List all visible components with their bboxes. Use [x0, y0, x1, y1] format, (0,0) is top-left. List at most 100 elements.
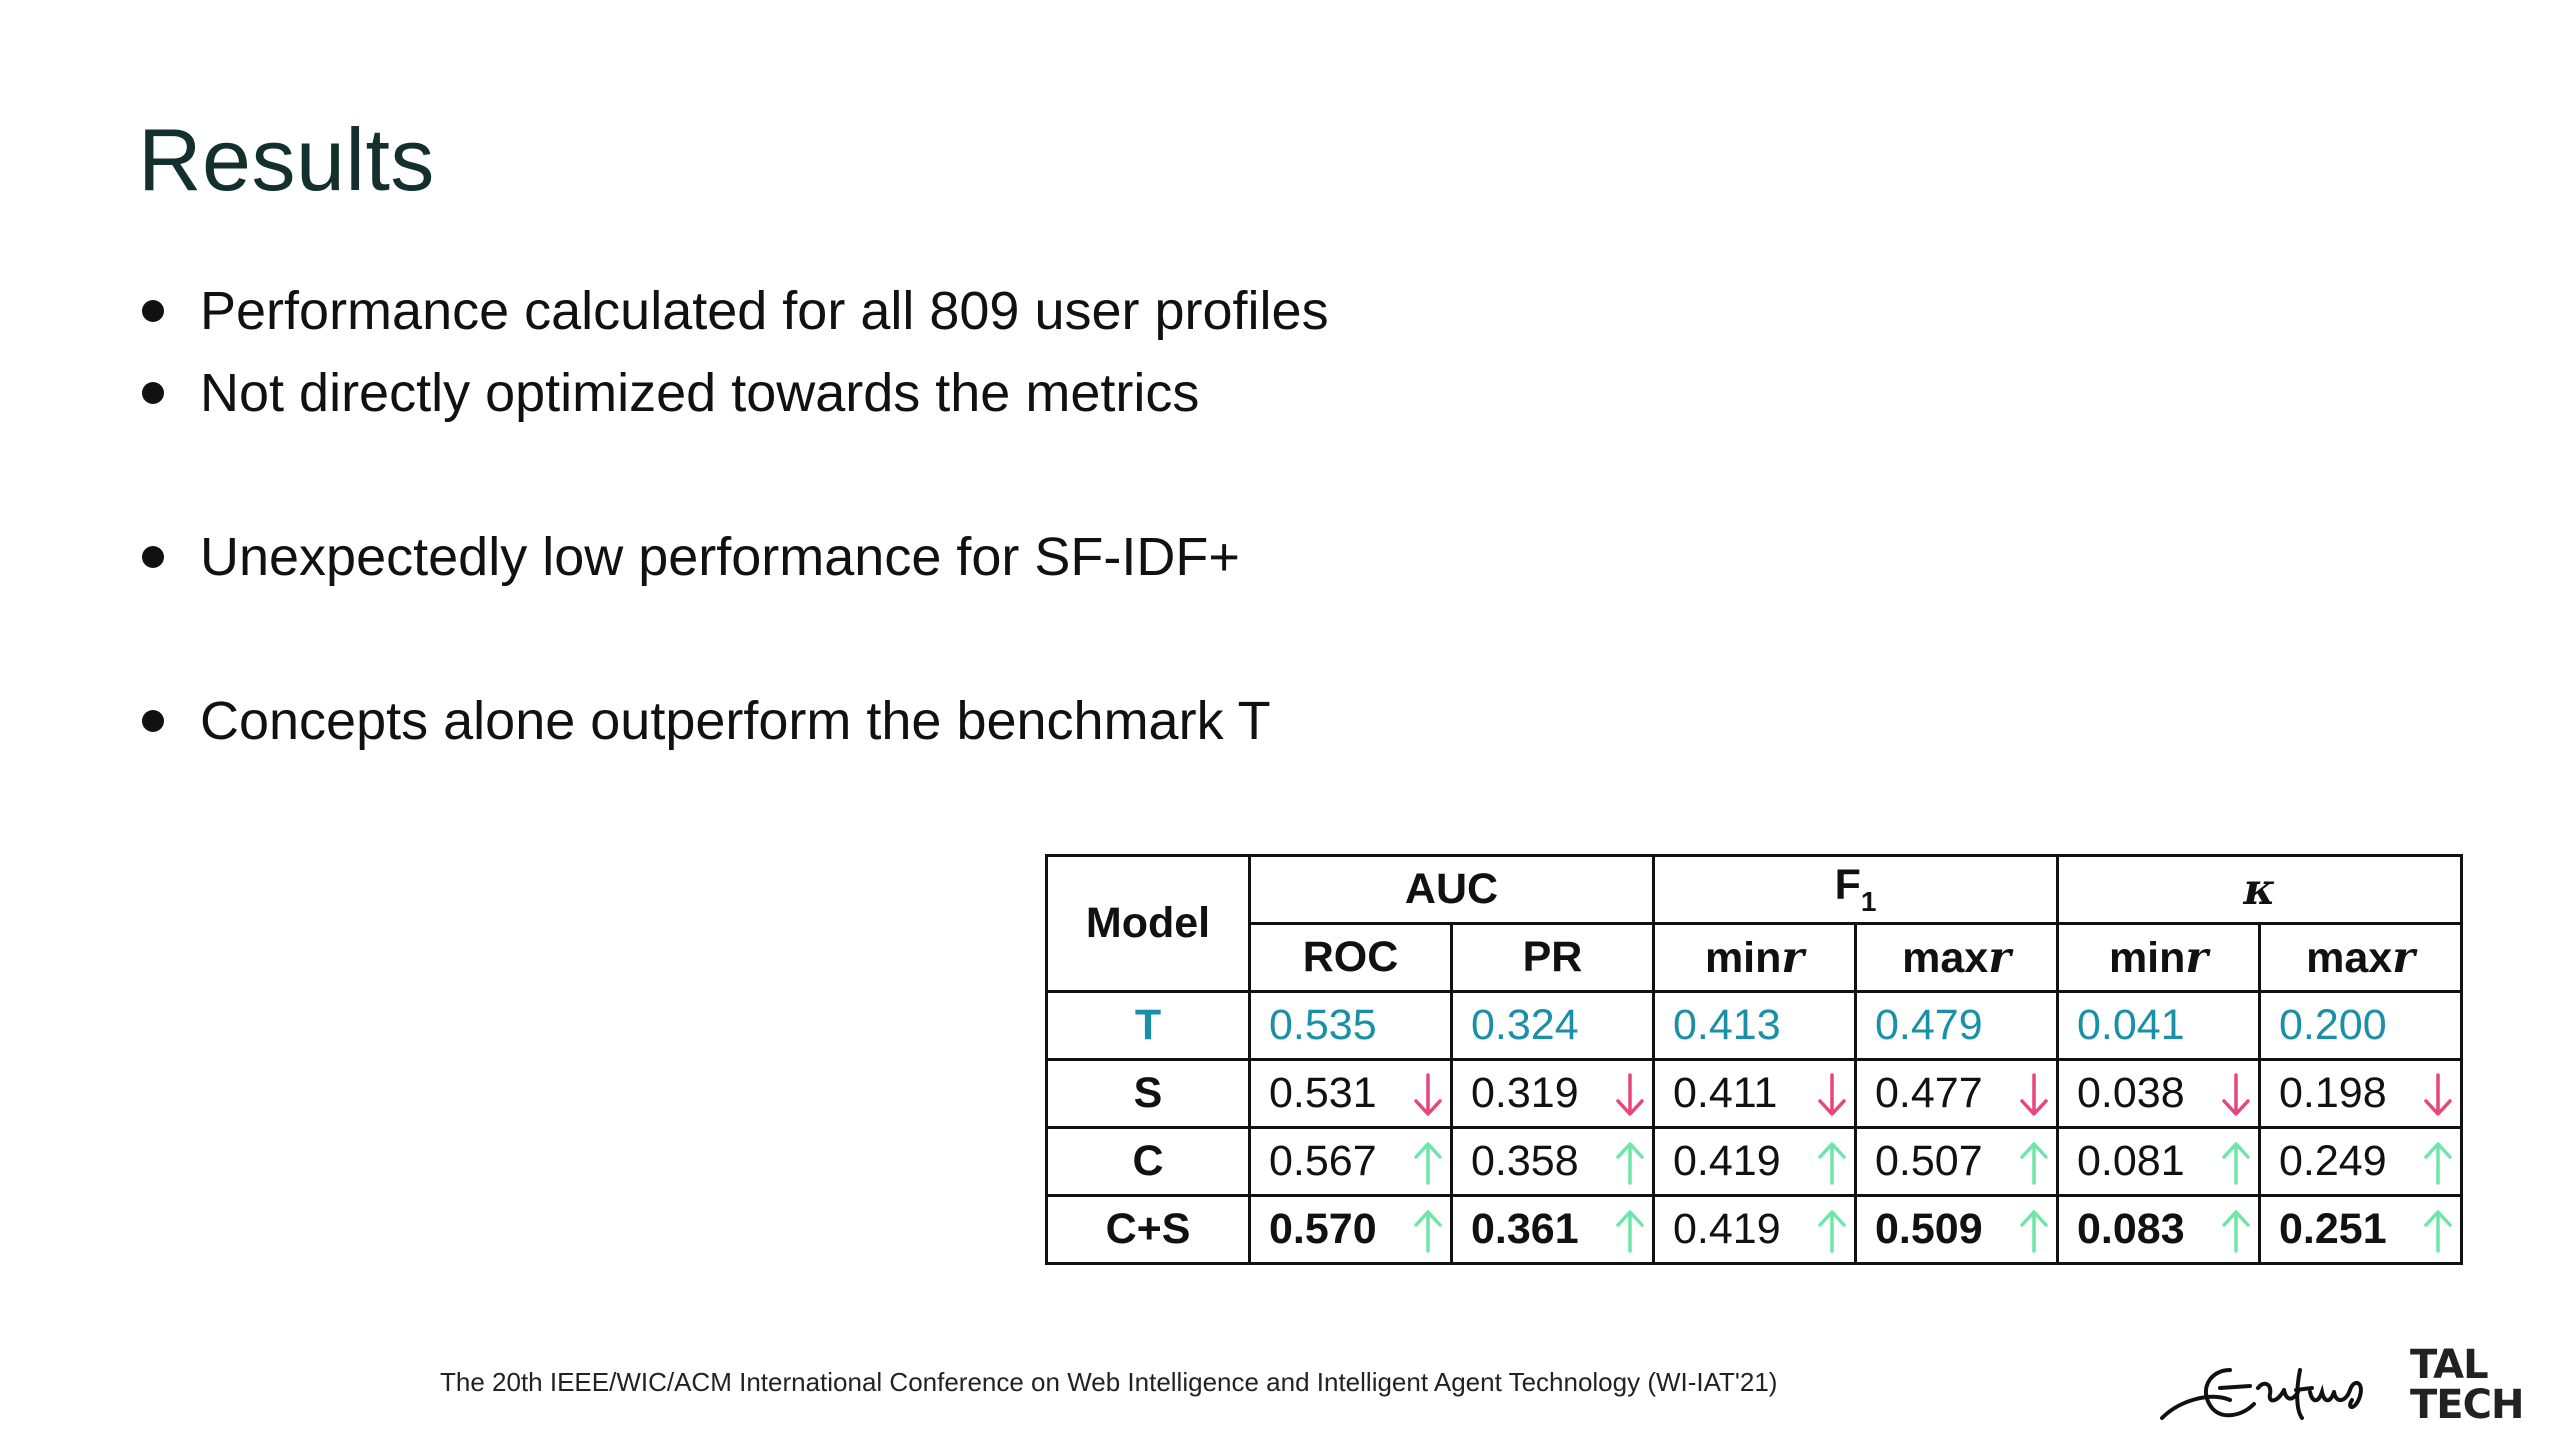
model-name-cell: S [1045, 1058, 1251, 1129]
value-cell: 0.200 [2258, 990, 2463, 1061]
value-cell: 0.507 [1854, 1126, 2059, 1197]
value-cell: 0.358 [1450, 1126, 1655, 1197]
arrow-up-icon [1616, 1210, 1644, 1253]
arrow-down-icon [1616, 1073, 1644, 1116]
table-row: S 0.531 0.319 0.411 0.477 0.038 0.198 [1045, 1058, 2463, 1129]
header-kappa: κ [2056, 854, 2463, 925]
arrow-down-icon [2222, 1073, 2250, 1116]
min-label: min [1704, 933, 1782, 982]
value-text: 0.567 [1269, 1137, 1377, 1185]
value-text: 0.413 [1673, 1001, 1781, 1049]
max-label: max [1902, 933, 1989, 982]
arrow-up-icon [2424, 1142, 2452, 1185]
value-text: 0.083 [2077, 1205, 2185, 1253]
model-name-cell: T [1045, 990, 1251, 1061]
arrow-down-icon [2020, 1073, 2048, 1116]
value-cell: 0.413 [1652, 990, 1857, 1061]
bullet-item: Performance calculated for all 809 user … [140, 270, 1940, 352]
table-header-row-metrics: ROC PR minr maxr minr maxr [1047, 922, 2463, 993]
value-cell: 0.324 [1450, 990, 1655, 1061]
value-cell: 0.083 [2056, 1194, 2261, 1265]
header-f1-sub: 1 [1860, 886, 1877, 917]
value-text: 0.324 [1471, 1001, 1579, 1049]
max-label: max [2306, 933, 2393, 982]
value-text: 0.570 [1269, 1205, 1377, 1253]
value-cell: 0.419 [1652, 1126, 1857, 1197]
table-row: T 0.535 0.324 0.413 0.479 0.041 0.200 [1045, 990, 2463, 1061]
arrow-up-icon [2222, 1142, 2250, 1185]
r-symbol: r [1781, 932, 1805, 983]
table-header-row-groups: Model AUC F1 κ [1045, 854, 2463, 993]
value-text: 0.507 [1875, 1137, 1983, 1185]
arrow-up-icon [1616, 1142, 1644, 1185]
arrow-up-icon [2020, 1210, 2048, 1253]
bullet-dot-icon [142, 546, 164, 568]
value-text: 0.198 [2279, 1069, 2387, 1117]
header-roc: ROC [1248, 922, 1453, 993]
bullet-item: Not directly optimized towards the metri… [140, 352, 1940, 434]
value-cell: 0.535 [1248, 990, 1453, 1061]
value-cell: 0.531 [1248, 1058, 1453, 1129]
value-cell: 0.477 [1854, 1058, 2059, 1129]
value-cell: 0.081 [2056, 1126, 2261, 1197]
value-text: 0.509 [1875, 1205, 1983, 1253]
footer-conference: The 20th IEEE/WIC/ACM International Conf… [440, 1367, 1778, 1397]
taltech-logo-line1: TAL [2410, 1342, 2489, 1388]
value-text: 0.477 [1875, 1069, 1983, 1117]
value-cell: 0.249 [2258, 1126, 2463, 1197]
table-body: T 0.535 0.324 0.413 0.479 0.041 0.200 S 0.531 0.3… [1045, 990, 2463, 1265]
value-text: 0.319 [1471, 1069, 1579, 1117]
bullet-dot-icon [142, 382, 164, 404]
arrow-down-icon [1818, 1073, 1846, 1116]
bullet-text: Concepts alone outperform the benchmark … [200, 691, 1271, 751]
value-text: 0.041 [2077, 1001, 2185, 1049]
value-cell: 0.198 [2258, 1058, 2463, 1129]
r-symbol: r [2392, 932, 2415, 983]
value-text: 0.419 [1673, 1205, 1781, 1253]
value-cell: 0.038 [2056, 1058, 2261, 1129]
r-symbol: r [1988, 932, 2011, 983]
value-text: 0.358 [1471, 1137, 1579, 1185]
header-f1: F1 [1652, 854, 2059, 925]
header-f1-maxr: maxr [1854, 922, 2059, 993]
value-cell: 0.041 [2056, 990, 2261, 1061]
arrow-up-icon [2424, 1210, 2452, 1253]
value-text: 0.249 [2279, 1137, 2387, 1185]
header-kappa-maxr: maxr [2258, 922, 2463, 993]
value-text: 0.411 [1673, 1069, 1778, 1117]
model-name-cell: C [1045, 1126, 1251, 1197]
value-text: 0.419 [1673, 1137, 1781, 1185]
header-model: Model [1045, 854, 1251, 993]
value-cell: 0.479 [1854, 990, 2059, 1061]
value-cell: 0.251 [2258, 1194, 2463, 1265]
table-row: C 0.567 0.358 0.419 0.507 0.081 0.249 [1045, 1126, 2463, 1197]
arrow-up-icon [2222, 1210, 2250, 1253]
value-cell: 0.570 [1248, 1194, 1453, 1265]
arrow-up-icon [1818, 1142, 1846, 1185]
arrow-down-icon [2424, 1073, 2452, 1116]
arrow-up-icon [1414, 1210, 1442, 1253]
bullet-list: Performance calculated for all 809 user … [140, 270, 1940, 762]
table-row: C+S 0.570 0.361 0.419 0.509 0.083 0.251 [1045, 1194, 2463, 1265]
value-text: 0.361 [1471, 1205, 1579, 1253]
r-symbol: r [2185, 932, 2209, 983]
bullet-dot-icon [142, 300, 164, 322]
bullet-item: Unexpectedly low performance for SF-IDF+ [140, 516, 1940, 598]
taltech-logo: TAL TECH [2410, 1345, 2550, 1430]
bullet-dot-icon [142, 710, 164, 732]
value-text: 0.251 [2279, 1205, 2387, 1253]
header-f1-minr: minr [1652, 922, 1857, 993]
value-cell: 0.361 [1450, 1194, 1655, 1265]
value-text: 0.200 [2279, 1001, 2387, 1049]
header-auc: AUC [1248, 854, 1655, 925]
value-cell: 0.509 [1854, 1194, 2059, 1265]
value-text: 0.479 [1875, 1001, 1983, 1049]
erasmus-logo-icon [2160, 1368, 2363, 1420]
taltech-logo-line2: TECH [2410, 1382, 2524, 1428]
arrow-up-icon [1414, 1142, 1442, 1185]
bullet-text: Unexpectedly low performance for SF-IDF+ [200, 527, 1240, 587]
value-cell: 0.319 [1450, 1058, 1655, 1129]
kappa-symbol: κ [2243, 864, 2276, 915]
arrow-up-icon [2020, 1142, 2048, 1185]
